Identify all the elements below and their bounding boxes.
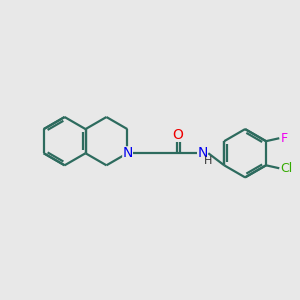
Text: H: H [204, 156, 212, 166]
Text: Cl: Cl [281, 162, 293, 175]
Text: F: F [281, 132, 288, 145]
Text: N: N [122, 146, 133, 160]
Text: N: N [197, 146, 208, 160]
Text: O: O [172, 128, 183, 142]
